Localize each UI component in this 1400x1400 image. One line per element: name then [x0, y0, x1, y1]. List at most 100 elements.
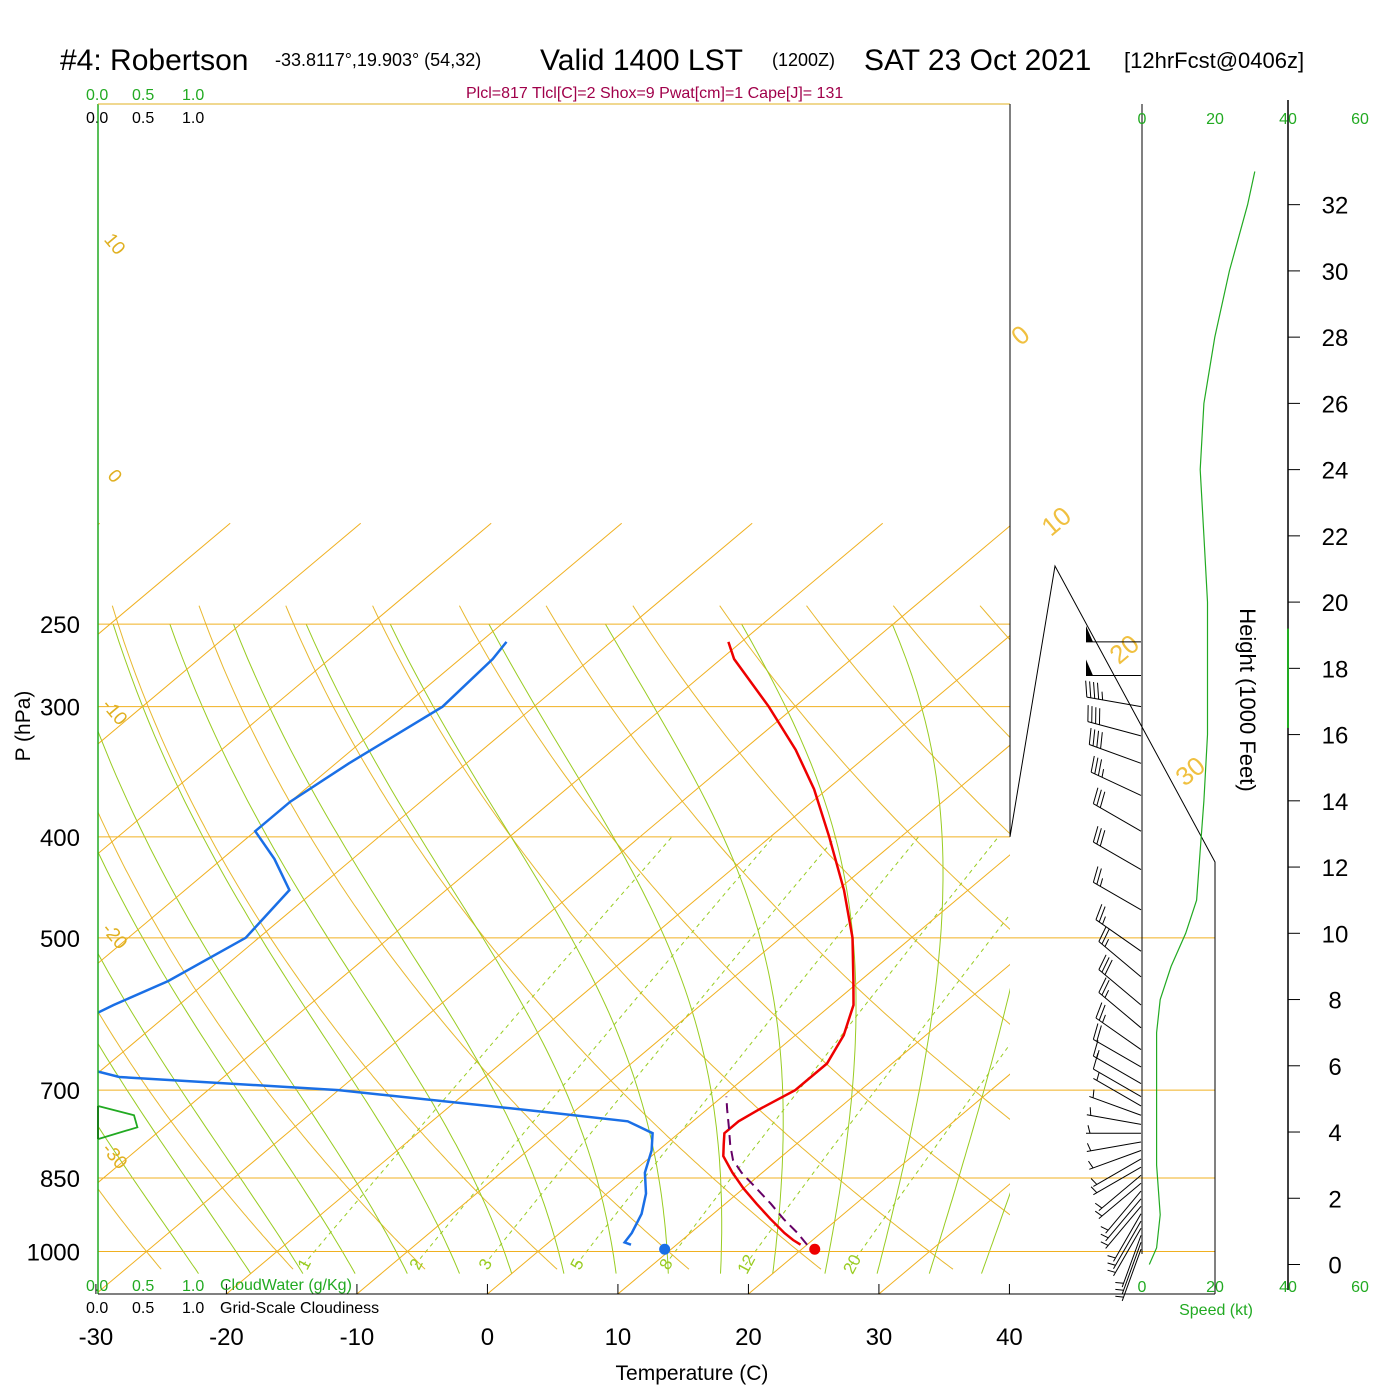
barb-staff: [1093, 1068, 1142, 1097]
moist-adiabat: [605, 623, 784, 1274]
mixing-ratio-lines: [302, 836, 1010, 1266]
isotherm-label: 0: [103, 466, 126, 488]
speed-line: [1148, 171, 1256, 1265]
barb-staff: [1121, 1242, 1142, 1295]
dry-adiabat: [98, 1010, 294, 1270]
mixing-ratio-line: [744, 913, 1010, 1266]
barb-feather: [1098, 977, 1107, 993]
barb-feather: [1096, 828, 1102, 845]
barb-staff: [1087, 721, 1142, 737]
top-cl-tick-1: 0.5: [132, 110, 154, 127]
wind-barb: [1100, 1206, 1142, 1249]
dry-adiabat: [545, 605, 1010, 1121]
barb-feather: [1094, 757, 1099, 774]
barb-feather: [1099, 830, 1106, 847]
height-tick-label: 16: [1322, 723, 1349, 750]
height-tick-label: 20: [1322, 590, 1349, 617]
wind-barb: [1107, 1220, 1142, 1269]
cloudiness-label: Grid-Scale Cloudiness: [220, 1300, 379, 1317]
barb-feather: [1097, 759, 1103, 776]
temperature-tick-label: 30: [866, 1324, 893, 1351]
surface-dewpoint-dot: [659, 1243, 671, 1255]
barb-staff: [1090, 771, 1142, 796]
moist-adiabats: [98, 623, 1010, 1274]
isotherm-label: -10: [97, 695, 131, 730]
wind-barb: [1085, 680, 1142, 708]
isotherm: [98, 525, 1010, 1293]
temperature-tick-label: -10: [340, 1324, 375, 1351]
wind-barb: [1090, 1158, 1142, 1187]
moist-adiabat: [169, 624, 513, 1274]
temperature-tick-label: -20: [209, 1324, 244, 1351]
temperature-tick-label: -30: [79, 1324, 114, 1351]
speed-top-tick-1: 20: [1206, 111, 1224, 128]
cloud-fraction-line: [97, 1105, 139, 1140]
wind-barb: [1087, 705, 1142, 737]
barb-feather: [1098, 926, 1107, 942]
top-cloudwater-scale: 0.0 0.5 1.0: [86, 87, 204, 104]
barb-feather: [1098, 906, 1106, 923]
wind-barb: [1093, 1072, 1142, 1107]
dry-adiabat: [98, 1188, 162, 1270]
stability-params: Plcl=817 Tlcl[C]=2 Shox=9 Pwat[cm]=1 Cap…: [466, 85, 843, 102]
barb-staff: [1113, 1228, 1142, 1277]
top-cw-tick-0: 0.0: [86, 87, 108, 104]
speed-bot-tick-0: 0: [1138, 1279, 1147, 1296]
bot-cw-tick-0: 0.0: [86, 1278, 108, 1295]
wind-barb: [1115, 1235, 1142, 1288]
mixing-ratio-line: [850, 1043, 1010, 1266]
plot-frame: [97, 103, 1216, 1295]
barb-staff: [1095, 1017, 1142, 1050]
wind-barb: [1100, 1190, 1142, 1234]
barb-staff: [1093, 1158, 1142, 1187]
barb-feather: [1101, 928, 1110, 945]
temperature-tick-label: 10: [605, 1324, 632, 1351]
dry-adiabats: [98, 605, 1010, 1270]
height-tick-label: 28: [1322, 325, 1349, 352]
mixing-ratio-label: 5: [567, 1256, 588, 1273]
right-boundary-line: [1009, 104, 1216, 1294]
height-tick-label: 30: [1322, 259, 1349, 286]
parcel-line: [725, 1096, 808, 1246]
isotherm: [1008, 1292, 1010, 1294]
barb-half-feather: [1104, 938, 1110, 947]
barb-staff: [1105, 1198, 1142, 1242]
top-cloudiness-scale: 0.0 0.5 1.0: [86, 110, 204, 127]
speed-axis-label: Speed (kt): [1179, 1302, 1253, 1319]
wind-barb: [1092, 787, 1142, 832]
valid-date: SAT 23 Oct 2021: [864, 44, 1091, 77]
barb-feather: [1101, 957, 1110, 973]
moist-adiabat: [233, 624, 565, 1274]
barb-half-feather: [1100, 1241, 1109, 1246]
barb-half-feather: [1107, 1262, 1116, 1266]
dry-adiabat-label: 10: [1035, 500, 1076, 542]
barb-staff: [1098, 969, 1142, 1006]
barb-feather: [1092, 787, 1099, 804]
forecast-info: [12hrFcst@0406z]: [1124, 48, 1304, 73]
isotherm: [747, 1073, 1010, 1294]
barb-half-feather: [1101, 769, 1105, 778]
barb-feather: [1099, 791, 1106, 808]
moist-adiabat: [876, 624, 944, 1274]
dry-adiabat: [198, 605, 690, 1270]
barb-half-feather: [1090, 1178, 1098, 1185]
barb-half-feather: [1092, 1089, 1095, 1098]
wind-barb: [1092, 1023, 1142, 1068]
pressure-tick-label: 300: [40, 695, 80, 722]
top-cw-tick-2: 1.0: [182, 87, 204, 104]
isotherm: [617, 963, 1010, 1294]
height-tick-label: 22: [1322, 524, 1349, 551]
height-tick-label: 2: [1328, 1186, 1341, 1213]
speed-top-tick-2: 40: [1279, 111, 1297, 128]
barb-feather: [1092, 866, 1099, 883]
height-tick-label: 10: [1322, 921, 1349, 948]
pressure-tick-label: 700: [40, 1078, 80, 1105]
dry-adiabat: [372, 605, 954, 1270]
isotherm: [486, 854, 1010, 1294]
barb-staff: [1113, 1220, 1142, 1269]
speed-bot-tick-2: 40: [1279, 1279, 1297, 1296]
bot-cw-tick-2: 1.0: [182, 1278, 204, 1295]
dry-adiabat: [632, 605, 1010, 1025]
speed-bot-tick-1: 20: [1206, 1279, 1224, 1296]
